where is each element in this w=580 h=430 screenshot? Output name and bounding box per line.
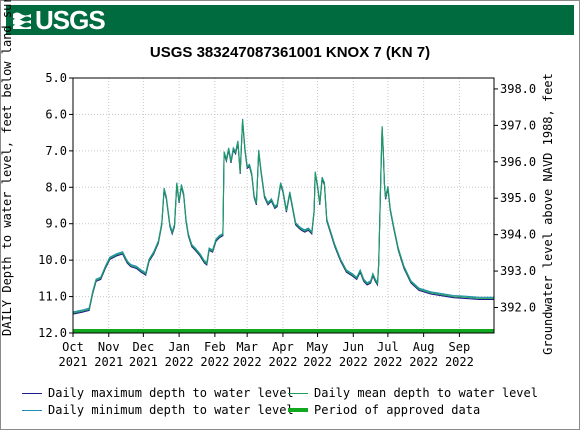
x-tick-month-label: Oct bbox=[62, 340, 84, 354]
legend-label-mean: Daily mean depth to water level bbox=[314, 386, 538, 400]
right-tick-label: 396.0 bbox=[500, 155, 536, 169]
legend-item-mean[interactable]: Daily mean depth to water level bbox=[288, 386, 538, 400]
x-tick-year-label: 2022 bbox=[339, 355, 368, 369]
x-tick-month-label: Sep bbox=[449, 340, 471, 354]
legend-label-approved: Period of approved data bbox=[314, 403, 481, 417]
plot-border bbox=[72, 77, 495, 334]
right-tick-label: 394.0 bbox=[500, 228, 536, 242]
x-tick-month-label: Mar bbox=[236, 340, 258, 354]
x-tick-month-label: Jan bbox=[168, 340, 190, 354]
x-tick-year-label: 2021 bbox=[129, 355, 158, 369]
x-tick-month-label: Dec bbox=[133, 340, 155, 354]
x-tick-year-label: 2021 bbox=[94, 355, 123, 369]
legend-swatch-mean bbox=[288, 392, 308, 394]
left-tick-label: 12.0 bbox=[38, 326, 67, 340]
legend-swatch-min bbox=[22, 409, 42, 411]
legend-item-approved[interactable]: Period of approved data bbox=[288, 403, 480, 417]
chart-title: USGS 383247087361001 KNOX 7 (KN 7) bbox=[149, 44, 431, 61]
legend-label-max: Daily maximum depth to water level bbox=[48, 386, 294, 400]
left-tick-label: 10.0 bbox=[38, 253, 67, 267]
legend-label-min: Daily minimum depth to water level bbox=[48, 403, 294, 417]
x-tick-year-label: 2022 bbox=[303, 355, 332, 369]
legend-item-max[interactable]: Daily maximum depth to water level bbox=[22, 386, 294, 400]
right-tick-label: 392.0 bbox=[500, 301, 536, 315]
x-tick-month-label: Jul bbox=[377, 340, 399, 354]
plot-area bbox=[73, 78, 494, 333]
left-tick-label: 9.0 bbox=[45, 217, 67, 231]
right-tick-label: 395.0 bbox=[500, 191, 536, 205]
x-tick-year-label: 2022 bbox=[165, 355, 194, 369]
left-tick-label: 11.0 bbox=[38, 290, 67, 304]
x-tick-year-label: 2022 bbox=[233, 355, 262, 369]
x-tick-month-label: Apr bbox=[272, 340, 294, 354]
x-tick-year-label: 2022 bbox=[200, 355, 229, 369]
chart-legend: Daily maximum depth to water level Daily… bbox=[22, 386, 562, 422]
left-tick-label: 7.0 bbox=[45, 144, 67, 158]
legend-swatch-approved bbox=[288, 408, 308, 412]
x-tick-month-label: May bbox=[307, 340, 329, 354]
legend-swatch-max bbox=[22, 392, 42, 394]
left-axis-label-text: DAILY Depth to water level, feet below l… bbox=[0, 0, 14, 336]
right-tick-label: 393.0 bbox=[500, 264, 536, 278]
right-tick-label: 398.0 bbox=[500, 82, 536, 96]
usgs-wave-icon bbox=[12, 10, 32, 30]
left-tick-label: 8.0 bbox=[45, 180, 67, 194]
x-tick-year-label: 2022 bbox=[409, 355, 438, 369]
approved-period-bar bbox=[73, 329, 494, 333]
right-axis-label-text: Groundwater level above NAVD 1988, feet bbox=[541, 73, 555, 355]
x-tick-year-label: 2021 bbox=[59, 355, 88, 369]
usgs-banner: USGS bbox=[6, 5, 574, 35]
series-line-mean bbox=[72, 119, 494, 314]
right-tick-label: 397.0 bbox=[500, 118, 536, 132]
x-tick-year-label: 2022 bbox=[268, 355, 297, 369]
x-tick-month-label: Feb bbox=[204, 340, 226, 354]
left-tick-label: 6.0 bbox=[45, 107, 67, 121]
legend-item-min[interactable]: Daily minimum depth to water level bbox=[22, 403, 294, 417]
usgs-logo[interactable]: USGS bbox=[12, 5, 106, 35]
x-tick-year-label: 2022 bbox=[373, 355, 402, 369]
usgs-logo-text: USGS bbox=[35, 5, 106, 35]
x-tick-month-label: Aug bbox=[413, 340, 435, 354]
x-tick-month-label: Jun bbox=[342, 340, 364, 354]
x-tick-year-label: 2022 bbox=[445, 355, 474, 369]
left-tick-label: 5.0 bbox=[45, 71, 67, 85]
x-tick-month-label: Nov bbox=[98, 340, 120, 354]
